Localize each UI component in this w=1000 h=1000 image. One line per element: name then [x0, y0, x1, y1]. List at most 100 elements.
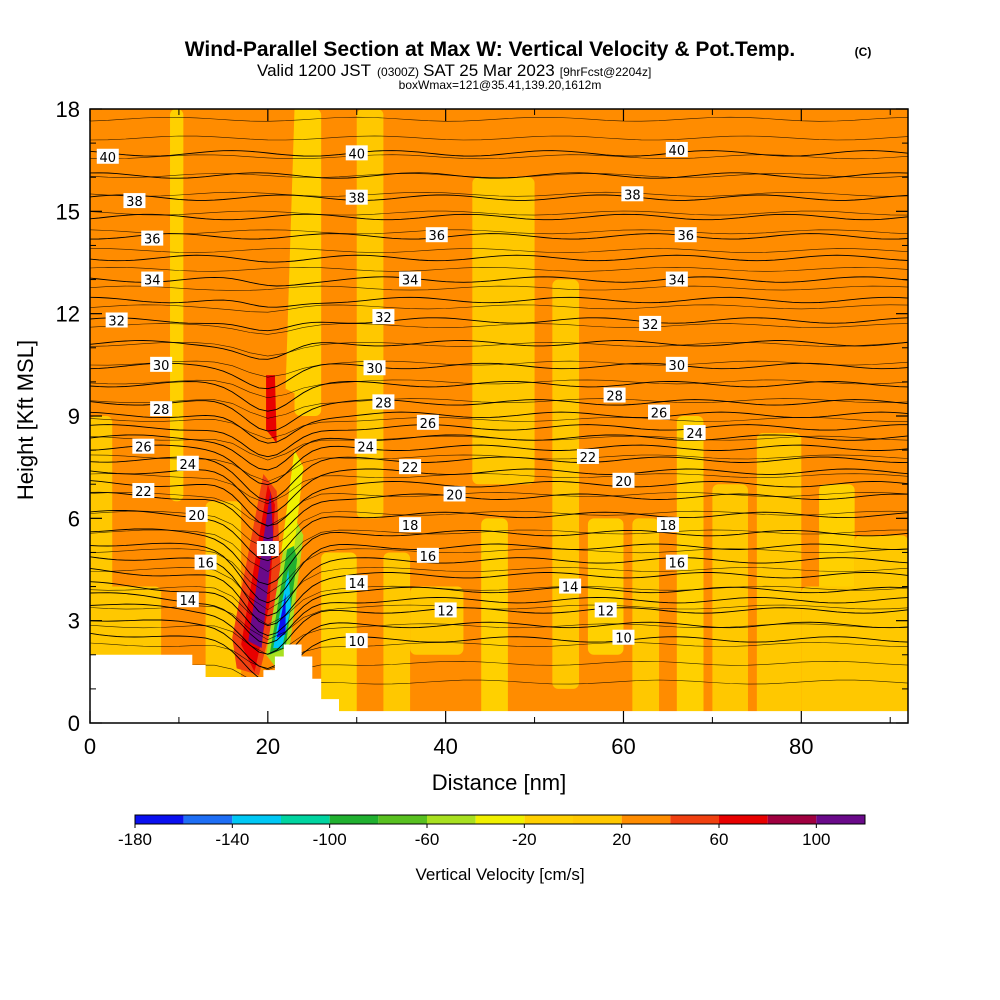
velocity-band — [170, 109, 184, 502]
colorbar-tick-label: -20 — [512, 830, 537, 849]
chart-title-suffix: (C) — [855, 45, 872, 59]
theta-contour — [90, 491, 908, 540]
colorbar-tick-label: -180 — [118, 830, 152, 849]
colorbar-swatch — [573, 815, 622, 824]
theta-contour — [90, 398, 908, 419]
subtitle-valid-date: SAT 25 Mar 2023 — [423, 61, 555, 80]
colorbar-swatch — [135, 815, 184, 824]
terrain — [90, 644, 908, 723]
contour-label-text: 40 — [100, 151, 117, 166]
contour-label-text: 30 — [153, 359, 170, 374]
theta-contour — [90, 604, 908, 641]
colorbar-swatch — [475, 815, 525, 824]
colorbar-tick-label: 100 — [802, 830, 830, 849]
theta-contour — [90, 323, 908, 335]
colorbar-tick-label: -100 — [313, 830, 347, 849]
downdraft-zone — [281, 450, 304, 553]
contour-label: 36 — [425, 227, 448, 244]
theta-contour — [90, 411, 908, 444]
y-tick-label: 6 — [68, 506, 80, 531]
contour-label-text: 16 — [420, 550, 437, 565]
contour-label: 34 — [399, 271, 422, 289]
contour-label-text: 26 — [135, 441, 152, 456]
contour-label: 14 — [559, 578, 582, 596]
velocity-band — [712, 484, 748, 723]
contour-label: 30 — [150, 356, 173, 374]
contour-label: 12 — [594, 602, 617, 619]
theta-contour — [90, 542, 908, 604]
contour-label-text: 16 — [197, 557, 214, 572]
subtitle-valid-prefix: Valid 1200 JST — [257, 61, 371, 80]
theta-contour — [90, 548, 908, 594]
theta-contour — [90, 603, 908, 655]
theta-contour — [90, 135, 908, 141]
colorbar-tick-label: -60 — [415, 830, 440, 849]
contour-label-text: 20 — [446, 488, 463, 503]
contour-label: 24 — [176, 455, 199, 473]
theta-contour — [90, 528, 908, 586]
contour-label: 34 — [141, 271, 164, 289]
theta-contour — [90, 210, 908, 216]
contour-label-text: 26 — [420, 417, 437, 432]
contour-label: 26 — [132, 438, 155, 456]
theta-contour — [90, 194, 908, 201]
theta-contour — [90, 473, 908, 505]
contour-label: 10 — [345, 633, 368, 650]
y-tick-label: 18 — [56, 97, 80, 122]
theta-contour — [90, 317, 908, 332]
colorbar-swatch — [281, 815, 330, 824]
contour-label: 20 — [185, 506, 208, 524]
contour-label: 40 — [665, 141, 688, 159]
theta-contour — [90, 380, 908, 412]
contour-label-text: 14 — [562, 581, 579, 596]
contour-label-text: 28 — [606, 390, 623, 405]
contour-label-text: 32 — [375, 311, 392, 326]
theta-contour — [90, 642, 908, 671]
contour-label: 24 — [354, 438, 377, 456]
theta-contour — [90, 285, 908, 291]
theta-contour — [90, 360, 908, 378]
plot-area: 40 40 40 38 38 38 36 36 36 34 34 34 32 32 32 30 30 30 28 28… — [90, 109, 908, 723]
colorbar-tick-label: 60 — [710, 830, 729, 849]
contour-label-text: 24 — [180, 458, 197, 473]
contour-label: 18 — [656, 517, 679, 534]
velocity-band — [356, 109, 384, 519]
theta-contour — [90, 567, 908, 627]
theta-contour — [90, 276, 908, 287]
contour-label-text: 22 — [135, 485, 152, 500]
contour-labels: 40 40 40 38 38 38 36 36 36 34 34 34 32 32 32 30 30 30 28 28… — [96, 141, 706, 650]
theta-contour — [90, 417, 908, 440]
theta-contour — [90, 254, 908, 263]
theta-contour — [90, 399, 908, 432]
contour-label-text: 34 — [144, 274, 161, 289]
contour-label-text: 28 — [153, 403, 170, 418]
theta-contour — [90, 456, 908, 501]
theta-contour — [90, 529, 908, 572]
contour-label-text: 22 — [402, 461, 419, 476]
theta-contour — [90, 340, 908, 360]
contour-label-text: 30 — [669, 359, 686, 374]
contour-label-text: 38 — [348, 192, 365, 207]
theta-contour — [90, 444, 908, 486]
colorbar-swatch — [524, 815, 573, 824]
contour-label-text: 38 — [126, 195, 143, 210]
contour-label: 16 — [194, 554, 217, 572]
contour-label: 18 — [399, 517, 422, 534]
y-tick-label: 12 — [56, 302, 80, 327]
colorbar-swatch — [232, 815, 281, 824]
contour-label-text: 40 — [669, 144, 686, 159]
contour-label: 16 — [665, 554, 688, 572]
y-tick-label: 3 — [68, 609, 80, 634]
contour-label: 38 — [621, 186, 644, 203]
theta-contour — [90, 567, 908, 611]
contour-label-text: 36 — [428, 229, 445, 244]
x-tick-label: 80 — [789, 734, 813, 759]
x-tick-label: 60 — [611, 734, 635, 759]
contour-label-text: 18 — [260, 543, 277, 558]
contour-label: 20 — [443, 486, 466, 503]
contour-label-text: 14 — [180, 594, 197, 609]
contour-label-text: 18 — [660, 519, 677, 534]
theta-contour — [90, 154, 908, 160]
